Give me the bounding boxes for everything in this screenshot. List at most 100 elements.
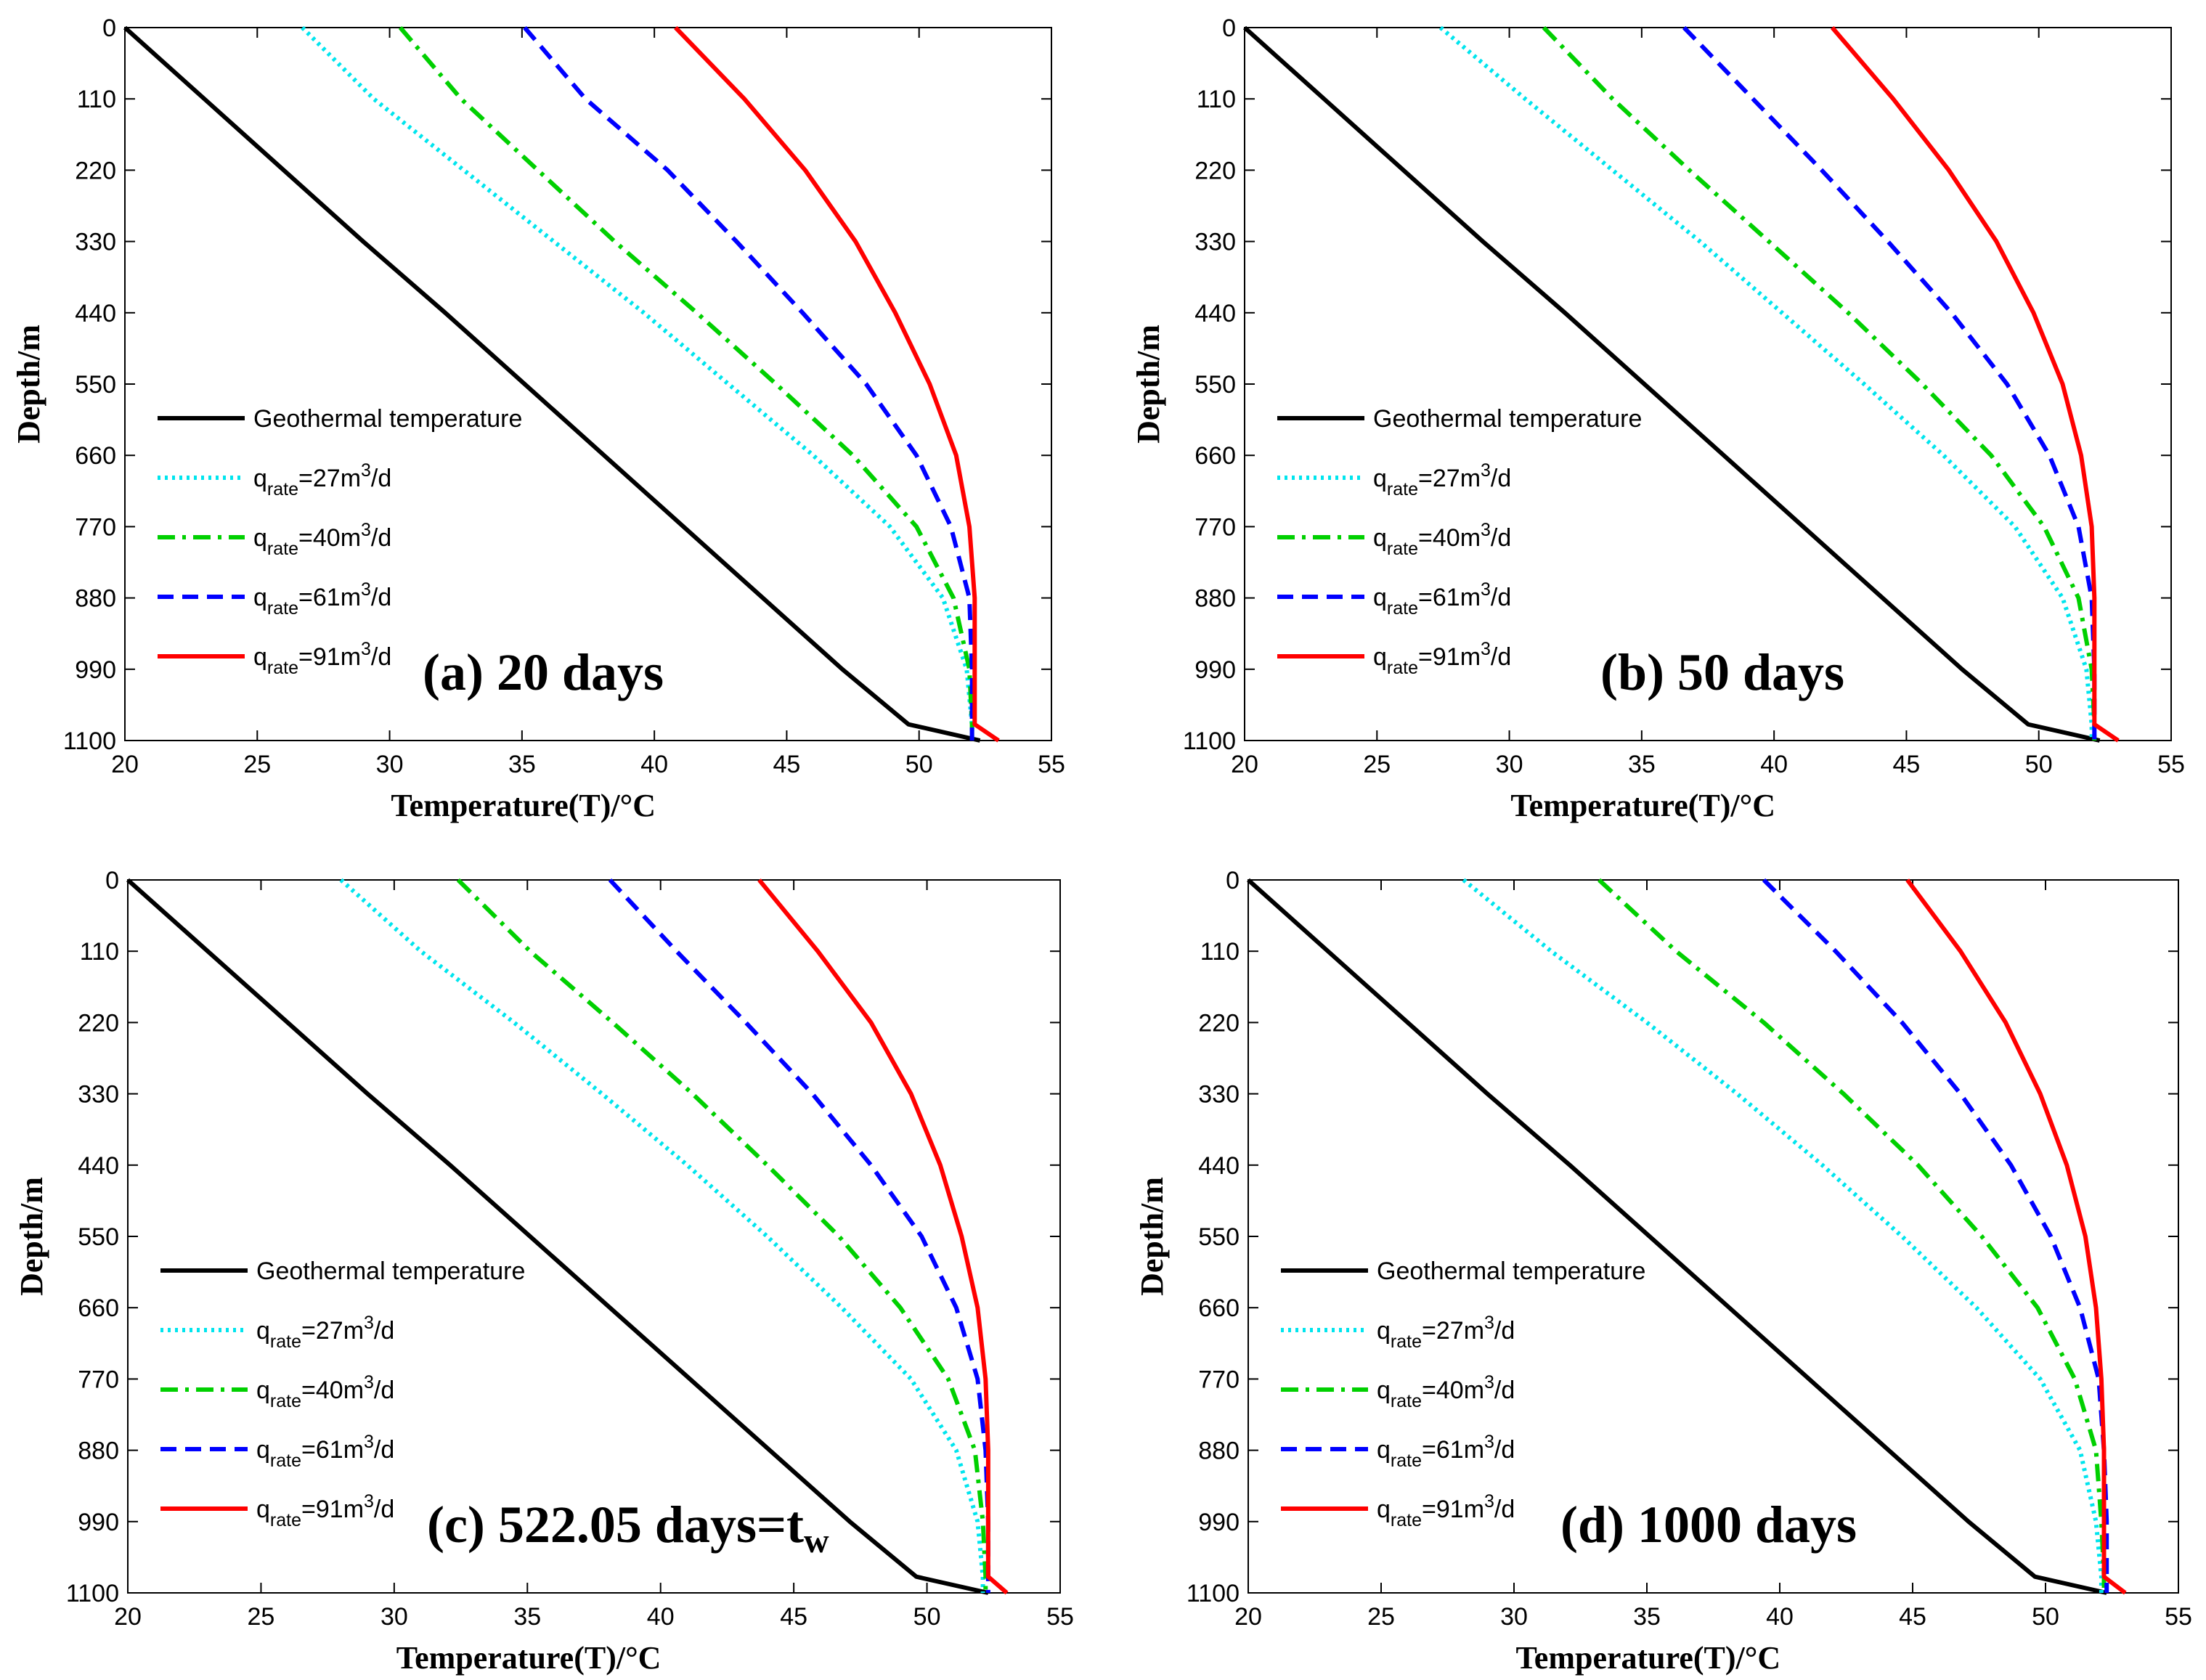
y-tick-label: 550 [1198,1223,1240,1251]
y-tick-label: 990 [75,656,116,684]
y-tick-label: 220 [1198,1009,1240,1037]
y-tick-label: 330 [1194,229,1236,256]
x-tick-label: 55 [1038,751,1065,778]
x-tick-label: 40 [647,1603,675,1631]
x-tick-label: 45 [1893,751,1921,778]
y-tick-label: 220 [1194,157,1236,184]
x-tick-label: 25 [248,1603,275,1631]
series-line-q61 [1762,878,2109,1593]
panel-title: (d) 1000 days [1560,1496,1857,1554]
y-axis-label: Depth/m [1134,1177,1170,1296]
y-tick-label: 990 [1198,1509,1240,1536]
x-tick-label: 35 [1633,1603,1661,1631]
y-tick-label: 1100 [66,1580,119,1607]
x-axis-label: Temperature(T)/°C [1510,788,1775,823]
y-tick-label: 550 [78,1223,119,1251]
legend-entry: Geothermal temperature [1377,1257,1645,1285]
legend-entry: qrate=61m3/d [1377,1432,1515,1471]
x-tick-label: 45 [780,1603,807,1631]
x-tick-label: 30 [376,751,404,778]
y-tick-label: 220 [78,1009,119,1037]
x-tick-label: 35 [1628,751,1656,778]
chart-panel-3: 20 25 30 35 40 45 50 55011022033044055066077088… [14,867,1074,1676]
y-tick-label: 660 [1194,442,1236,470]
x-axis-label: Temperature(T)/°C [1516,1640,1781,1676]
y-tick-label: 770 [1194,513,1236,541]
legend-entry: qrate=91m3/d [256,1491,394,1530]
chart-panel-1: 20 25 30 35 40 45 50 55011022033044055066077088… [11,15,1065,823]
x-tick-label: 50 [2025,751,2053,778]
legend-entry: qrate=91m3/d [1377,1491,1515,1530]
legend-entry: qrate=27m3/d [253,460,391,499]
series-line-q61 [523,26,974,741]
series-line-q91 [1831,26,2120,743]
legend-entry: qrate=61m3/d [1373,579,1511,619]
series-line-geothermal [126,878,989,1595]
chart-panel-4: 20 25 30 35 40 45 50 55011022033044055066077088… [1134,867,2192,1676]
legend-entry: Geothermal temperature [253,405,522,433]
y-tick-label: 660 [78,1294,119,1322]
x-tick-label: 40 [1760,751,1788,778]
y-tick-label: 990 [1194,656,1236,684]
y-tick-label: 440 [1194,300,1236,327]
legend-entry: qrate=27m3/d [256,1313,394,1352]
x-tick-label: 50 [2032,1603,2059,1631]
y-tick-label: 110 [1197,86,1236,113]
y-tick-label: 110 [1200,938,1240,966]
series-line-geothermal [1242,25,2101,743]
series-line-geothermal [123,25,981,743]
series-line-q40 [1597,878,2107,1593]
x-tick-label: 50 [913,1603,941,1631]
y-axis-label: Depth/m [14,1177,49,1296]
y-tick-label: 0 [102,15,116,42]
y-tick-label: 0 [1222,15,1236,42]
y-tick-label: 110 [80,938,119,966]
series-line-q61 [608,878,990,1593]
plot-frame [124,27,1052,741]
y-tick-label: 440 [75,300,116,327]
legend-entry: qrate=40m3/d [1377,1372,1515,1411]
x-tick-label: 25 [243,751,271,778]
series-line-q27 [1462,878,2104,1593]
y-tick-label: 550 [75,371,116,399]
y-tick-label: 880 [78,1438,119,1465]
panel-title: (c) 522.05 days=tw [427,1496,829,1560]
series-line-q40 [456,878,988,1593]
x-tick-label: 20 [1231,751,1258,778]
y-tick-label: 550 [1194,371,1236,399]
legend-entry: qrate=91m3/d [1373,639,1511,678]
legend-entry: qrate=27m3/d [1373,460,1511,499]
plot-frame [1244,27,2172,741]
legend-entry: Geothermal temperature [1373,405,1642,433]
y-tick-label: 330 [75,229,116,256]
y-tick-label: 770 [75,513,116,541]
x-tick-label: 45 [773,751,801,778]
x-tick-label: 55 [2165,1603,2192,1631]
x-tick-label: 20 [114,1603,142,1631]
x-tick-label: 50 [905,751,933,778]
x-tick-label: 40 [1766,1603,1794,1631]
y-tick-label: 440 [78,1152,119,1180]
y-tick-label: 770 [78,1366,119,1393]
y-tick-label: 990 [78,1509,119,1536]
x-tick-label: 30 [1496,751,1523,778]
y-tick-label: 440 [1198,1152,1240,1180]
legend-entry: Geothermal temperature [256,1257,525,1285]
y-axis-label: Depth/m [11,325,46,444]
y-tick-label: 660 [75,442,116,470]
y-tick-label: 880 [1194,585,1236,613]
y-tick-label: 770 [1198,1366,1240,1393]
x-tick-label: 40 [640,751,668,778]
series-line-q40 [398,26,974,741]
legend-entry: qrate=91m3/d [253,639,391,678]
y-tick-label: 880 [75,585,116,613]
x-axis-label: Temperature(T)/°C [396,1640,662,1676]
panel-title: (a) 20 days [423,643,664,701]
y-tick-label: 1100 [63,727,116,755]
x-tick-label: 55 [2157,751,2185,778]
x-tick-label: 20 [1234,1603,1262,1631]
legend-entry: qrate=61m3/d [253,579,391,619]
x-axis-label: Temperature(T)/°C [391,788,656,823]
series-line-q91 [674,25,1000,743]
x-tick-label: 35 [508,751,536,778]
